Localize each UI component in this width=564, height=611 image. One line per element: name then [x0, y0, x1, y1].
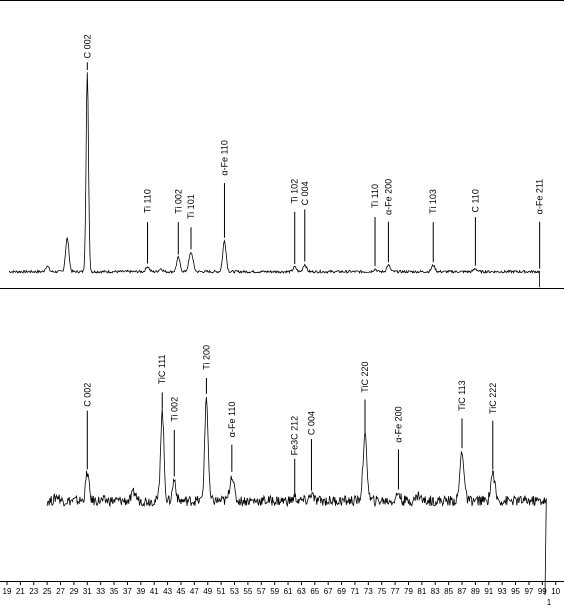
x-tick-label: 57 — [257, 587, 266, 596]
peak-label: TiC 111 — [157, 354, 167, 384]
x-tick-label: 59 — [270, 587, 279, 596]
x-tick-label: 73 — [364, 587, 373, 596]
x-tick-label: 83 — [431, 587, 440, 596]
top-pattern-line — [8, 72, 540, 288]
x-tick-label: 95 — [511, 587, 520, 596]
x-axis: 19 21 23 25 27 29 31 33 35 37 39 41 43 45 47 49 51 53 55 57… — [3, 581, 561, 607]
x-tick-label: 65 — [310, 587, 319, 596]
peak-label: α-Fe 110 — [219, 140, 229, 176]
peak-label: TiC 113 — [457, 380, 467, 411]
x-tick-label: 67 — [324, 587, 333, 596]
x-tick-label: 69 — [337, 587, 346, 596]
peak-label: α-Fe 200 — [393, 406, 403, 442]
peak-label: Fe3C 212 — [290, 416, 300, 456]
x-tick-label: 25 — [43, 587, 52, 596]
peak-label: α-Fe 200 — [383, 179, 393, 215]
bottom-pattern-line — [46, 396, 547, 596]
x-tick-label: 79 — [404, 587, 413, 596]
peak-label: Ti 102 — [290, 179, 300, 204]
bottom-panel: C 002 TiC 111 Ti 002 Ti 200 α-Fe 110 Fe3C 212… — [46, 345, 547, 596]
peak-label: C 110 — [470, 189, 480, 212]
top-panel: C 002 Ti 110 Ti 002 Ti 101 α-Fe 110 Ti 102 C 0… — [8, 34, 545, 288]
x-tick-label: 31 — [83, 587, 92, 596]
x-tick-label: 10 — [551, 587, 560, 596]
x-tick-label: 27 — [56, 587, 65, 596]
x-tick-label: 19 — [3, 587, 12, 596]
x-tick-label: 53 — [230, 587, 239, 596]
peak-label: Ti 110 — [143, 189, 153, 213]
peak-label: Ti 103 — [428, 189, 438, 214]
peak-label: Ti 110 — [370, 184, 380, 208]
x-tick-label: 87 — [458, 587, 467, 596]
peak-label: Ti 002 — [169, 397, 179, 422]
x-tick-label: 93 — [498, 587, 507, 596]
peak-label: C 004 — [300, 181, 310, 205]
x-tick-label: 99 — [538, 587, 547, 596]
x-tick-label: 47 — [190, 587, 199, 596]
x-tick-label: 91 — [484, 587, 493, 596]
x-tick-label: 75 — [377, 587, 386, 596]
peak-label: C 002 — [82, 34, 92, 58]
peak-label: TiC 222 — [488, 383, 498, 414]
peak-label: TiC 220 — [360, 362, 370, 393]
x-tick-label: 21 — [16, 587, 25, 596]
x-tick-label: 43 — [163, 587, 172, 596]
x-tick-label: 77 — [391, 587, 400, 596]
peak-label: C 004 — [306, 411, 316, 435]
x-tick-label: 39 — [136, 587, 145, 596]
x-tick-label: 37 — [123, 587, 132, 596]
x-tick-label: 63 — [297, 587, 306, 596]
peak-label: C 002 — [82, 383, 92, 407]
peak-label: Ti 200 — [201, 345, 211, 370]
x-tick-label: 33 — [96, 587, 105, 596]
x-tick-label: 89 — [471, 587, 480, 596]
peak-label: α-Fe 211 — [535, 179, 545, 215]
peak-label: α-Fe 110 — [227, 402, 237, 438]
peak-label: Ti 002 — [173, 189, 183, 214]
x-tick-label-fragment: 1 — [547, 598, 552, 607]
x-tick-label: 71 — [350, 587, 359, 596]
x-tick-label: 41 — [150, 587, 159, 596]
x-tick-label: 45 — [177, 587, 186, 596]
x-tick-label: 49 — [203, 587, 212, 596]
peak-label: Ti 101 — [186, 194, 196, 219]
x-tick-label: 51 — [217, 587, 226, 596]
frame — [0, 0, 564, 582]
x-tick-label: 29 — [69, 587, 78, 596]
x-tick-label: 97 — [524, 587, 533, 596]
x-tick-label: 85 — [444, 587, 453, 596]
x-tick-label: 23 — [29, 587, 38, 596]
x-tick-label: 81 — [417, 587, 426, 596]
x-tick-label: 55 — [243, 587, 252, 596]
x-tick-label: 35 — [110, 587, 119, 596]
x-tick-label: 61 — [284, 587, 293, 596]
